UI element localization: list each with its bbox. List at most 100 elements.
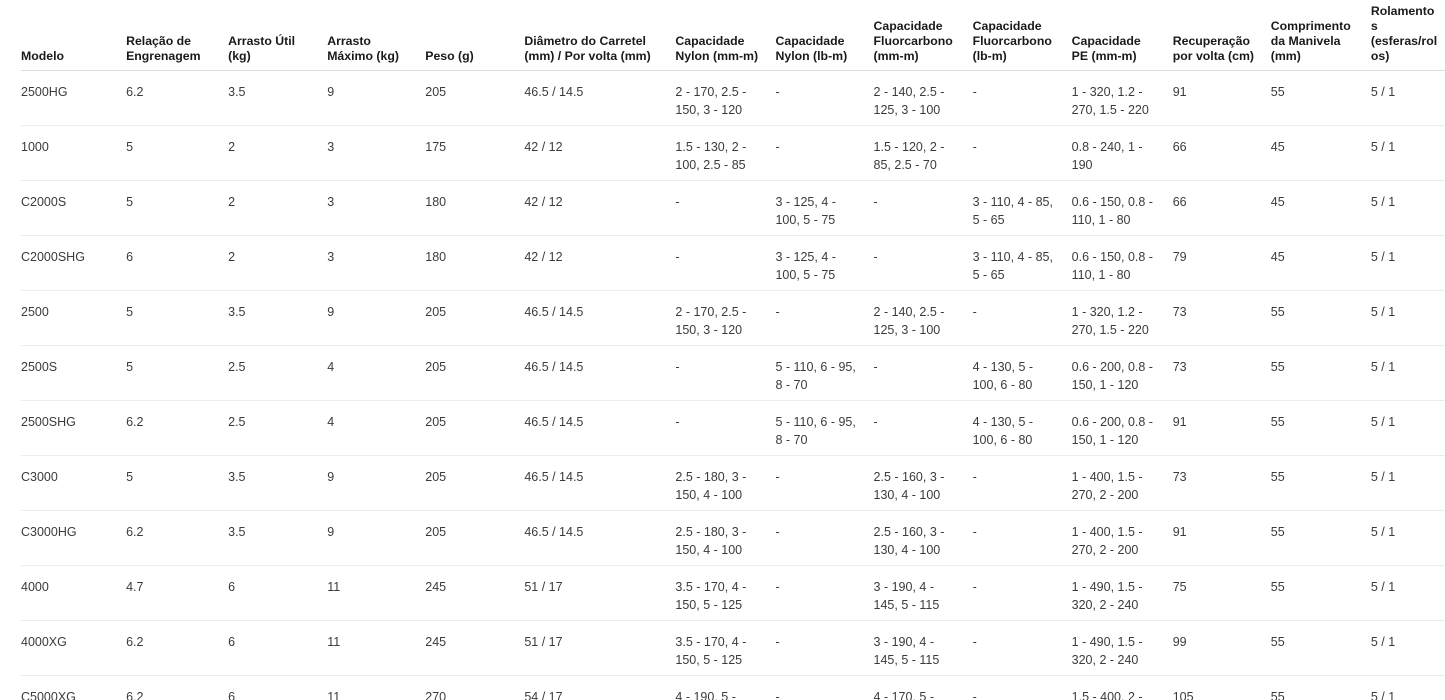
- header-row: Modelo Relação de Engrenagem Arrasto Útil …: [21, 0, 1445, 71]
- table-cell: 6: [228, 675, 328, 700]
- table-cell: 4 - 170, 5 - 135, 6 - 115: [873, 675, 973, 700]
- table-cell: 2.5: [228, 400, 328, 456]
- model-cell: 4000: [21, 565, 127, 621]
- table-cell: 4 - 190, 5 - 150, 6 - 125: [675, 675, 776, 700]
- table-cell: 3.5: [228, 290, 328, 346]
- table-cell: 0.8 - 240, 1 - 190: [1071, 125, 1173, 181]
- table-cell: 42 / 12: [524, 125, 676, 181]
- table-cell: 105: [1172, 675, 1271, 700]
- table-cell: 2.5 - 160, 3 - 130, 4 - 100: [873, 455, 973, 511]
- table-cell: 55: [1270, 510, 1371, 566]
- column-header: Rolamentos (esferas/rolos): [1370, 0, 1445, 71]
- table-cell: 6.2: [126, 510, 229, 566]
- table-cell: -: [972, 675, 1072, 700]
- table-cell: 79: [1172, 235, 1271, 291]
- table-row: 4000XG 6.2 6 11 245 51 / 17 3.5 - 170, 4 - 150…: [21, 620, 1445, 676]
- column-header: Capacidade PE (mm-m): [1071, 0, 1173, 71]
- table-cell: -: [775, 620, 874, 676]
- table-cell: 1 - 490, 1.5 - 320, 2 - 240: [1071, 620, 1173, 676]
- table-cell: 5 / 1: [1370, 620, 1445, 676]
- column-header: Relação de Engrenagem: [126, 0, 229, 71]
- table-cell: 3 - 125, 4 - 100, 5 - 75: [775, 180, 874, 236]
- table-cell: 2.5 - 180, 3 - 150, 4 - 100: [675, 510, 776, 566]
- table-cell: -: [775, 290, 874, 346]
- model-cell: C3000HG: [21, 510, 127, 566]
- column-header: Capacidade Nylon (mm-m): [675, 0, 776, 71]
- table-cell: 11: [327, 675, 426, 700]
- table-cell: -: [675, 235, 776, 291]
- table-cell: 5: [126, 455, 229, 511]
- table-cell: 2 - 140, 2.5 - 125, 3 - 100: [873, 85, 945, 117]
- table-cell: 55: [1270, 675, 1371, 700]
- table-cell: -: [775, 510, 874, 566]
- table-cell: 11: [327, 620, 426, 676]
- table-cell: -: [873, 400, 973, 456]
- table-cell: 1 - 320, 1.2 - 270, 1.5 - 220: [1071, 85, 1149, 117]
- table-cell: -: [972, 290, 1072, 346]
- table-cell: 0.6 - 150, 0.8 - 110, 1 - 80: [1071, 235, 1173, 291]
- column-header: Recuperação por volta (cm): [1172, 0, 1271, 71]
- table-row: 4000 4.7 6 11 245 51 / 17 3.5 - 170, 4 - 150, …: [21, 565, 1445, 621]
- table-cell: 42 / 12: [524, 235, 676, 291]
- table-cell: 46.5 / 14.5: [524, 455, 676, 511]
- spec-table-header: Modelo Relação de Engrenagem Arrasto Útil …: [21, 0, 1445, 71]
- table-cell: 75: [1172, 565, 1271, 621]
- table-cell: 55: [1270, 290, 1371, 346]
- table-cell: 0.6 - 150, 0.8 - 110, 1 - 80: [1071, 180, 1173, 236]
- table-cell: 3.5 - 170, 4 - 150, 5 - 125: [675, 620, 776, 676]
- table-cell: 3 - 125, 4 - 100, 5 - 75: [775, 235, 874, 291]
- table-cell: 205: [425, 510, 525, 566]
- table-cell: 1.5 - 130, 2 - 100, 2.5 - 85: [675, 125, 776, 181]
- table-cell: 5: [126, 125, 229, 181]
- table-cell: 1 - 400, 1.5 - 270, 2 - 200: [1071, 455, 1173, 511]
- model-cell: 2500: [21, 290, 127, 346]
- column-header: Arrasto Útil (kg): [228, 0, 328, 71]
- table-cell: 6.2: [126, 675, 229, 700]
- table-cell: 91: [1172, 85, 1187, 99]
- table-cell: 180: [425, 235, 525, 291]
- table-cell: 54 / 17: [524, 675, 676, 700]
- table-cell: -: [675, 180, 776, 236]
- table-row: C3000 5 3.5 9 205 46.5 / 14.5 2.5 - 180, 3 - 1…: [21, 455, 1445, 511]
- table-cell: 45: [1270, 180, 1371, 236]
- table-cell: 46.5 / 14.5: [524, 400, 676, 456]
- table-cell: 66: [1172, 180, 1271, 236]
- table-cell: 1.5 - 120, 2 - 85, 2.5 - 70: [873, 125, 973, 181]
- table-cell: -: [873, 345, 973, 401]
- table-cell: 1 - 320, 1.2 - 270, 1.5 - 220: [1071, 290, 1173, 346]
- column-header: Diâmetro do Carretel (mm) / Por volta (m…: [524, 0, 676, 71]
- table-cell: 3: [327, 180, 426, 236]
- table-cell: 3: [327, 125, 426, 181]
- table-cell: -: [972, 85, 977, 99]
- table-cell: 46.5 / 14.5: [524, 85, 584, 99]
- table-cell: -: [873, 180, 973, 236]
- model-cell: 4000XG: [21, 620, 127, 676]
- table-row: 2500S 5 2.5 4 205 46.5 / 14.5-5 - 110, 6 - 95…: [21, 345, 1445, 401]
- table-cell: -: [972, 565, 1072, 621]
- table-cell: 46.5 / 14.5: [524, 510, 676, 566]
- model-cell: C3000: [21, 455, 127, 511]
- table-cell: 245: [425, 565, 525, 621]
- column-header: Comprimento da Manivela (mm): [1270, 0, 1371, 71]
- table-cell: 55: [1270, 400, 1371, 456]
- table-cell: 66: [1172, 125, 1271, 181]
- table-cell: 3.5 - 170, 4 - 150, 5 - 125: [675, 565, 776, 621]
- table-cell: 3 - 110, 4 - 85, 5 - 65: [972, 180, 1072, 236]
- table-cell: 4.7: [126, 565, 229, 621]
- table-cell: 5 / 1: [1370, 565, 1445, 621]
- table-cell: 11: [327, 565, 426, 621]
- model-cell: 2500S: [21, 345, 127, 401]
- table-cell: 205: [425, 290, 525, 346]
- model-cell: 2500HG: [21, 85, 68, 99]
- table-cell: 45: [1270, 235, 1371, 291]
- table-cell: 2: [228, 235, 328, 291]
- table-cell: 4 - 130, 5 - 100, 6 - 80: [972, 400, 1072, 456]
- table-cell: 205: [425, 400, 525, 456]
- table-cell: 5 / 1: [1370, 455, 1445, 511]
- table-cell: 2: [228, 125, 328, 181]
- spec-table: Modelo Relação de Engrenagem Arrasto Útil …: [21, 0, 1445, 700]
- table-cell: 5 / 1: [1370, 400, 1445, 456]
- table-cell: -: [972, 125, 1072, 181]
- table-cell: 46.5 / 14.5: [524, 290, 676, 346]
